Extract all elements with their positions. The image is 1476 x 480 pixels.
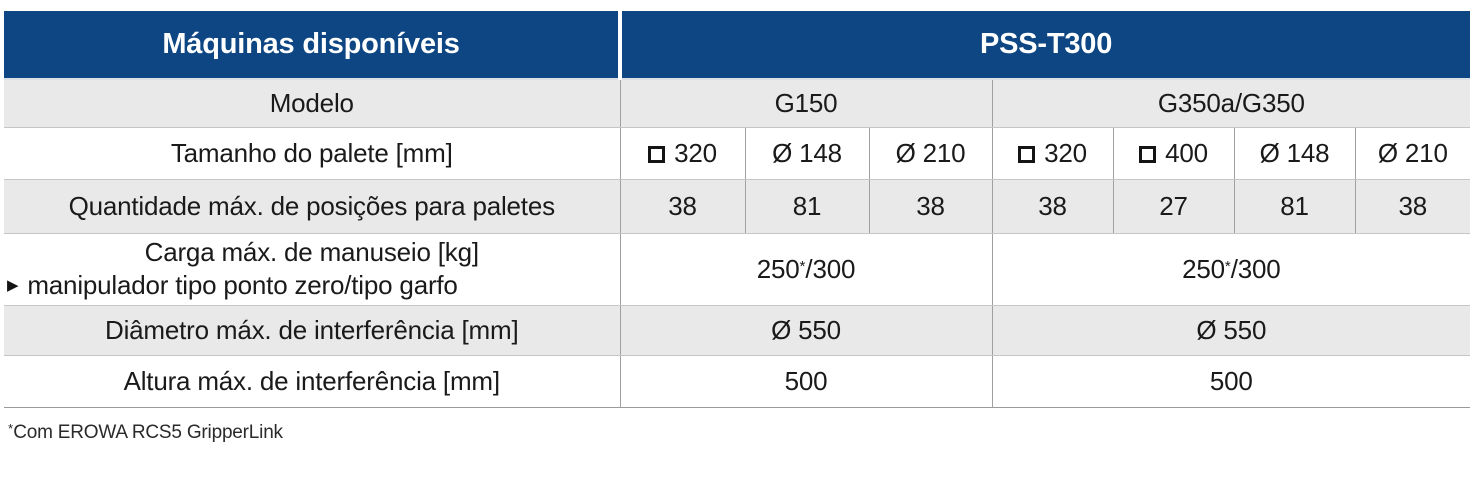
carga-value-g350-cell: 250*/300: [992, 233, 1471, 306]
palete-label: Tamanho do palete [mm]: [4, 127, 621, 180]
carga-label: Carga máx. de manuseio [kg] ▶ manipulado…: [4, 233, 621, 306]
palete-size-cell: 320: [620, 127, 746, 180]
header-machines-label: Máquinas disponíveis: [4, 11, 622, 80]
posicoes-value-cell: 81: [745, 179, 870, 234]
diameter-icon: Ø: [772, 137, 793, 168]
altura-value-g150-cell: 500: [620, 355, 993, 408]
diameter-icon: Ø: [895, 137, 916, 168]
palete-size-cell: Ø 148: [745, 127, 870, 180]
footnote-text: Com EROWA RCS5 GripperLink: [13, 421, 283, 443]
square-pallet-icon: [1139, 145, 1157, 163]
row-modelo: Modelo G150 G350a/G350: [4, 79, 1471, 128]
posicoes-label: Quantidade máx. de posições para paletes: [4, 179, 621, 234]
footnote-marker: *: [799, 257, 806, 275]
diametro-label: Diâmetro máx. de interferência [mm]: [4, 305, 621, 356]
palete-size-value: 210: [922, 137, 966, 168]
footnote-marker: *: [1224, 257, 1231, 275]
palete-size-value: 400: [1165, 137, 1208, 168]
diameter-icon: Ø: [1259, 137, 1280, 168]
square-pallet-icon: [1018, 145, 1036, 163]
carga-value-base: 250: [1182, 253, 1225, 284]
altura-label: Altura máx. de interferência [mm]: [4, 355, 621, 408]
altura-value-g350-cell: 500: [992, 355, 1471, 408]
palete-size-value: 320: [1044, 137, 1087, 168]
table-header-row: Máquinas disponíveis PSS-T300: [4, 11, 1471, 80]
carga-value-base: 250: [756, 253, 800, 284]
carga-label-line2-text: manipulador tipo ponto zero/tipo garfo: [27, 270, 458, 300]
machine-spec-table: Máquinas disponíveis PSS-T300 Modelo G15…: [4, 11, 1471, 408]
palete-size-value: 148: [1286, 137, 1330, 168]
palete-size-cell: 400: [1113, 127, 1235, 180]
posicoes-value-cell: 27: [1113, 179, 1235, 234]
carga-value-rest: /300: [805, 253, 856, 284]
row-posicoes-paletes: Quantidade máx. de posições para paletes…: [4, 179, 1471, 234]
palete-size-cell: Ø 148: [1234, 127, 1356, 180]
row-diametro-interferencia: Diâmetro máx. de interferência [mm] Ø 55…: [4, 305, 1471, 356]
posicoes-value-cell: 38: [992, 179, 1114, 234]
palete-size-value: 148: [799, 137, 842, 168]
modelo-g350-cell: G350a/G350: [992, 79, 1471, 128]
modelo-label: Modelo: [4, 79, 621, 128]
triangle-bullet-icon: ▶: [7, 277, 19, 294]
carga-value-rest: /300: [1230, 253, 1281, 284]
palete-size-cell: Ø 210: [869, 127, 993, 180]
diametro-value-g350-cell: Ø 550: [992, 305, 1471, 356]
row-carga-manuseio: Carga máx. de manuseio [kg] ▶ manipulado…: [4, 233, 1471, 306]
footnote-asterisk: *: [8, 420, 14, 436]
carga-value-g150-cell: 250*/300: [620, 233, 993, 306]
carga-label-line1: Carga máx. de manuseio [kg]: [144, 237, 479, 267]
posicoes-value-cell: 38: [869, 179, 993, 234]
row-tamanho-palete: Tamanho do palete [mm] 320 Ø 148 Ø 210 320…: [4, 127, 1471, 180]
diameter-icon: Ø: [1377, 137, 1398, 168]
palete-size-value: 210: [1404, 137, 1448, 168]
palete-size-cell: 320: [992, 127, 1114, 180]
modelo-g150-cell: G150: [620, 79, 993, 128]
carga-label-line2: ▶ manipulador tipo ponto zero/tipo garfo: [4, 269, 619, 302]
palete-size-value: 320: [674, 137, 717, 168]
posicoes-value-cell: 81: [1234, 179, 1356, 234]
row-altura-interferencia: Altura máx. de interferência [mm] 500 50…: [4, 355, 1471, 408]
diametro-value-g150-cell: Ø 550: [620, 305, 993, 356]
palete-size-cell: Ø 210: [1355, 127, 1471, 180]
posicoes-value-cell: 38: [620, 179, 746, 234]
footnote: *Com EROWA RCS5 GripperLink: [8, 421, 1476, 444]
square-pallet-icon: [648, 145, 666, 163]
header-product-name: PSS-T300: [620, 11, 1471, 80]
posicoes-value-cell: 38: [1355, 179, 1471, 234]
